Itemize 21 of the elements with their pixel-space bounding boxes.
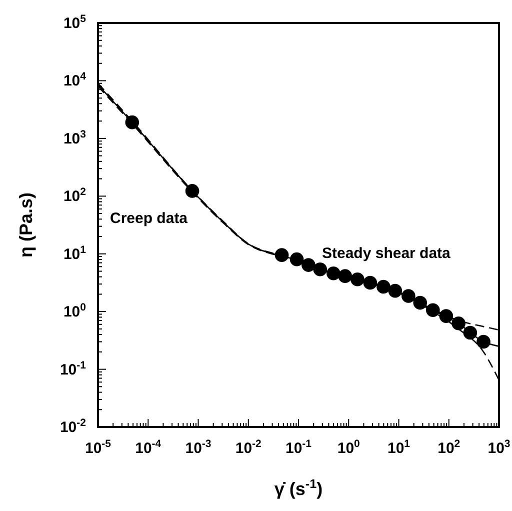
x-tick-label: 10$^{-4}$: [135, 438, 162, 457]
x-tick-label: 10$^{3}$: [488, 438, 510, 457]
x-tick-label: 10$^{-5}$: [84, 438, 112, 457]
y-tick-label: 10$^{4}$: [63, 70, 86, 90]
x-tick-label: 10$^{2}$: [438, 438, 460, 457]
y-tick-label: 10$^{-1}$: [60, 359, 86, 378]
y-tick-label: 10$^{1}$: [63, 244, 86, 263]
annotation: Steady shear data: [322, 245, 452, 262]
y-tick-label: 10$^{0}$: [63, 302, 86, 321]
x-tick-label: 10$^{-3}$: [185, 438, 212, 457]
x-tick-label: 10$^{1}$: [387, 438, 410, 457]
y-axis-title: η (Pa.s): [16, 192, 36, 258]
y-tick-label: 10$^{3}$: [63, 128, 86, 148]
x-tick-label: 10$^{-1}$: [285, 438, 312, 457]
x-tick-label: 10$^{-2}$: [235, 438, 262, 457]
annotation: Creep data: [110, 210, 188, 227]
y-tick-label: 10$^{-2}$: [60, 417, 86, 436]
x-tick-label: 10$^{0}$: [337, 438, 360, 457]
x-axis-title: γ̇ (s$^{-1}$): [274, 477, 323, 499]
y-tick-label: 10$^{2}$: [63, 186, 86, 206]
y-tick-label: 10$^{5}$: [63, 13, 86, 32]
